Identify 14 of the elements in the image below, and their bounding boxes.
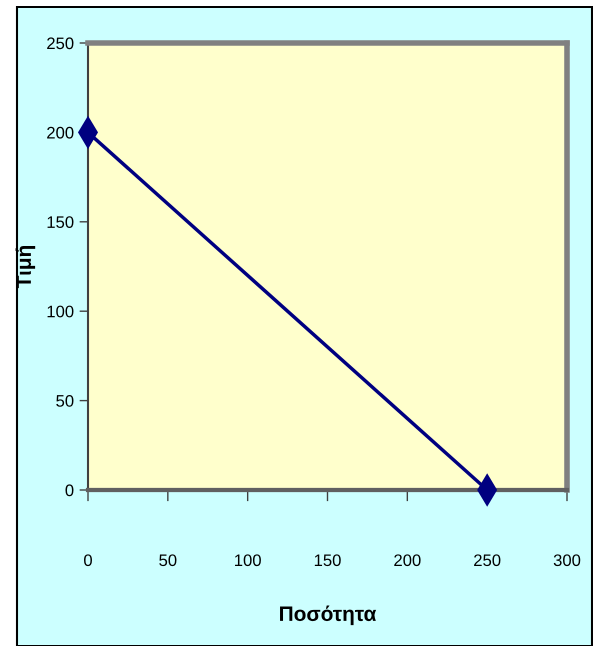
y-tick-label: 200 xyxy=(47,126,74,139)
x-tick-label: 100 xyxy=(235,554,261,566)
x-tick-label: 200 xyxy=(394,554,421,566)
y-tick-label: 100 xyxy=(48,306,74,318)
x-tick-label: 50 xyxy=(159,554,176,566)
y-tick-label: 0 xyxy=(65,484,74,496)
y-tick-label: 250 xyxy=(47,37,74,50)
x-tick-label: 150 xyxy=(314,554,341,566)
x-tick-label: 300 xyxy=(554,554,580,566)
y-tick-label: 150 xyxy=(48,216,74,228)
x-tick-label: 0 xyxy=(84,554,92,566)
x-tick-label: 250 xyxy=(474,554,500,566)
x-axis-title: Ποσότητα xyxy=(280,606,376,626)
y-tick-label: 50 xyxy=(56,395,74,407)
